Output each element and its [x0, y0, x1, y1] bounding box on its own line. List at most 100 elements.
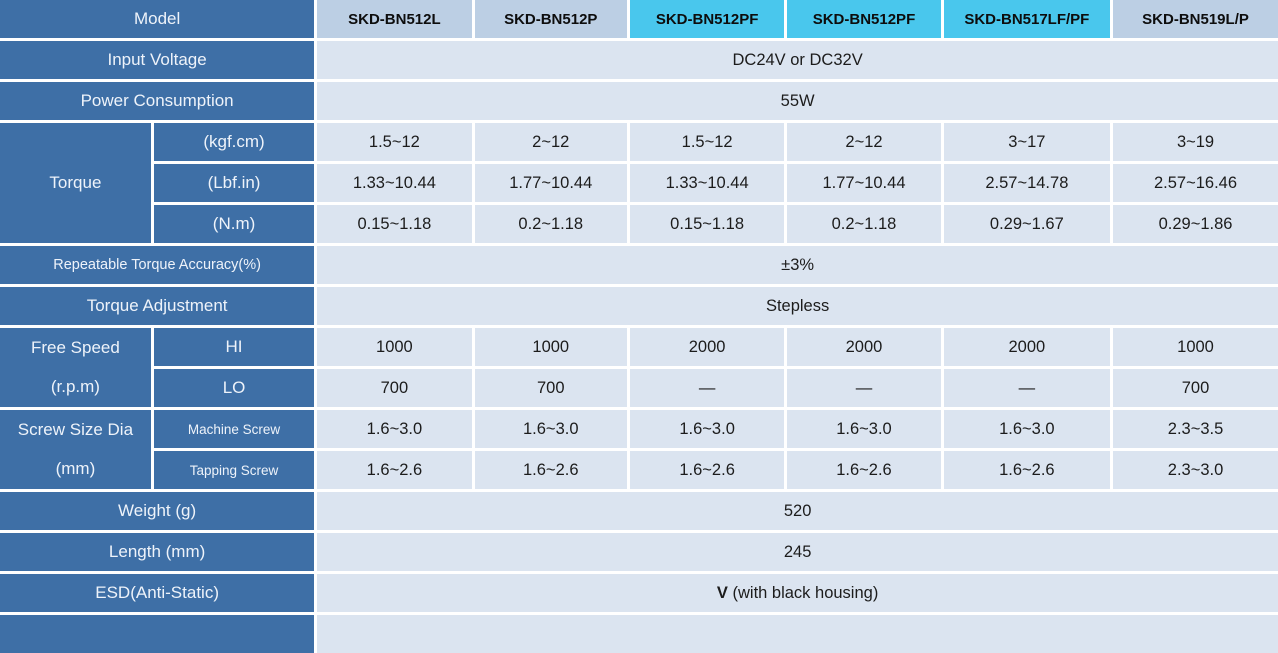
row-label-free-speed: Free Speed (r.p.m)	[0, 327, 152, 409]
unit-label: (N.m)	[152, 204, 315, 245]
input-voltage-row: Input Voltage DC24V or DC32V	[0, 40, 1278, 81]
unit-label: (Lbf.in)	[152, 163, 315, 204]
partial-bottom-row	[0, 614, 1278, 653]
value-cell: 0.2~1.18	[786, 204, 942, 245]
model-name-cell-highlighted: SKD-BN512PF	[786, 0, 942, 40]
value-cell: —	[786, 368, 942, 409]
value-cell: 1.33~10.44	[316, 163, 473, 204]
value-cell: 1000	[316, 327, 473, 368]
screw-size-label: Screw Size Dia (mm)	[4, 411, 147, 489]
torque-nm-row: (N.m) 0.15~1.18 0.2~1.18 0.15~1.18 0.2~1…	[0, 204, 1278, 245]
value-cell: 2000	[628, 327, 785, 368]
model-name-cell: SKD-BN512L	[316, 0, 473, 40]
sub-label: Tapping Screw	[152, 450, 315, 491]
screw-size-label-line1: Screw Size Dia	[4, 420, 147, 440]
value-cell: 2.3~3.0	[1112, 450, 1278, 491]
power-consumption-row: Power Consumption 55W	[0, 81, 1278, 122]
model-name-cell: SKD-BN519L/P	[1112, 0, 1278, 40]
value-cell: 700	[316, 368, 473, 409]
value-cell: 1.6~2.6	[942, 450, 1111, 491]
row-label: Length (mm)	[0, 532, 316, 573]
value-cell: 0.29~1.86	[1112, 204, 1278, 245]
value-cell: 2000	[942, 327, 1111, 368]
unit-label: (kgf.cm)	[152, 122, 315, 163]
repeatable-accuracy-row: Repeatable Torque Accuracy(%) ±3%	[0, 245, 1278, 286]
esd-value-cell: V (with black housing)	[316, 573, 1278, 614]
value-cell: 1.6~3.0	[473, 409, 628, 450]
value-cell: 2.57~14.78	[942, 163, 1111, 204]
value-cell: ±3%	[316, 245, 1278, 286]
value-cell: 1.6~2.6	[316, 450, 473, 491]
free-speed-label-line2: (r.p.m)	[4, 377, 147, 397]
value-cell: 245	[316, 532, 1278, 573]
value-cell: 1.6~2.6	[628, 450, 785, 491]
value-cell: 1.77~10.44	[473, 163, 628, 204]
value-cell: 2~12	[473, 122, 628, 163]
model-label-cell: Model	[0, 0, 316, 40]
partial-value-cell	[316, 614, 1278, 653]
free-speed-hi-row: Free Speed (r.p.m) HI 1000 1000 2000 200…	[0, 327, 1278, 368]
row-label: Input Voltage	[0, 40, 316, 81]
value-cell: 1000	[1112, 327, 1278, 368]
value-cell: 2.3~3.5	[1112, 409, 1278, 450]
value-cell: —	[942, 368, 1111, 409]
value-cell: 1.5~12	[628, 122, 785, 163]
row-label: Torque Adjustment	[0, 286, 316, 327]
esd-value-rest: (with black housing)	[728, 584, 878, 602]
row-label: Repeatable Torque Accuracy(%)	[0, 245, 316, 286]
partial-label-cell	[0, 614, 316, 653]
value-cell: 0.29~1.67	[942, 204, 1111, 245]
row-label: Weight (g)	[0, 491, 316, 532]
row-label: Power Consumption	[0, 81, 316, 122]
torque-kgfcm-row: Torque (kgf.cm) 1.5~12 2~12 1.5~12 2~12 …	[0, 122, 1278, 163]
value-cell: 2~12	[786, 122, 942, 163]
free-speed-label: Free Speed (r.p.m)	[4, 329, 147, 407]
value-cell: 1.6~2.6	[473, 450, 628, 491]
value-cell: 1.6~2.6	[786, 450, 942, 491]
value-cell: —	[628, 368, 785, 409]
value-cell: 520	[316, 491, 1278, 532]
row-label-torque: Torque	[0, 122, 152, 245]
value-cell: 1.33~10.44	[628, 163, 785, 204]
value-cell: 700	[1112, 368, 1278, 409]
sub-label: LO	[152, 368, 315, 409]
machine-screw-row: Screw Size Dia (mm) Machine Screw 1.6~3.…	[0, 409, 1278, 450]
torque-adjustment-row: Torque Adjustment Stepless	[0, 286, 1278, 327]
value-cell: 1.6~3.0	[316, 409, 473, 450]
tapping-screw-row: Tapping Screw 1.6~2.6 1.6~2.6 1.6~2.6 1.…	[0, 450, 1278, 491]
esd-value-bold: V	[717, 584, 728, 602]
value-cell: 0.15~1.18	[316, 204, 473, 245]
free-speed-label-line1: Free Speed	[4, 338, 147, 358]
value-cell: 1.6~3.0	[942, 409, 1111, 450]
value-cell: DC24V or DC32V	[316, 40, 1278, 81]
value-cell: 0.2~1.18	[473, 204, 628, 245]
model-name-cell: SKD-BN512P	[473, 0, 628, 40]
value-cell: 1.77~10.44	[786, 163, 942, 204]
value-cell: 700	[473, 368, 628, 409]
value-cell: 55W	[316, 81, 1278, 122]
sub-label: Machine Screw	[152, 409, 315, 450]
model-header-row: Model SKD-BN512L SKD-BN512P SKD-BN512PF …	[0, 0, 1278, 40]
value-cell: 3~19	[1112, 122, 1278, 163]
value-cell: 1000	[473, 327, 628, 368]
value-cell: Stepless	[316, 286, 1278, 327]
row-label-screw-size: Screw Size Dia (mm)	[0, 409, 152, 491]
value-cell: 0.15~1.18	[628, 204, 785, 245]
length-row: Length (mm) 245	[0, 532, 1278, 573]
model-name-cell-highlighted: SKD-BN517LF/PF	[942, 0, 1111, 40]
model-name-cell-highlighted: SKD-BN512PF	[628, 0, 785, 40]
value-cell: 1.6~3.0	[786, 409, 942, 450]
torque-lbfin-row: (Lbf.in) 1.33~10.44 1.77~10.44 1.33~10.4…	[0, 163, 1278, 204]
value-cell: 1.5~12	[316, 122, 473, 163]
value-cell: 2000	[786, 327, 942, 368]
value-cell: 1.6~3.0	[628, 409, 785, 450]
weight-row: Weight (g) 520	[0, 491, 1278, 532]
screw-size-label-line2: (mm)	[4, 459, 147, 479]
value-cell: 3~17	[942, 122, 1111, 163]
row-label: ESD(Anti-Static)	[0, 573, 316, 614]
esd-row: ESD(Anti-Static) V (with black housing)	[0, 573, 1278, 614]
value-cell: 2.57~16.46	[1112, 163, 1278, 204]
free-speed-lo-row: LO 700 700 — — — 700	[0, 368, 1278, 409]
sub-label: HI	[152, 327, 315, 368]
